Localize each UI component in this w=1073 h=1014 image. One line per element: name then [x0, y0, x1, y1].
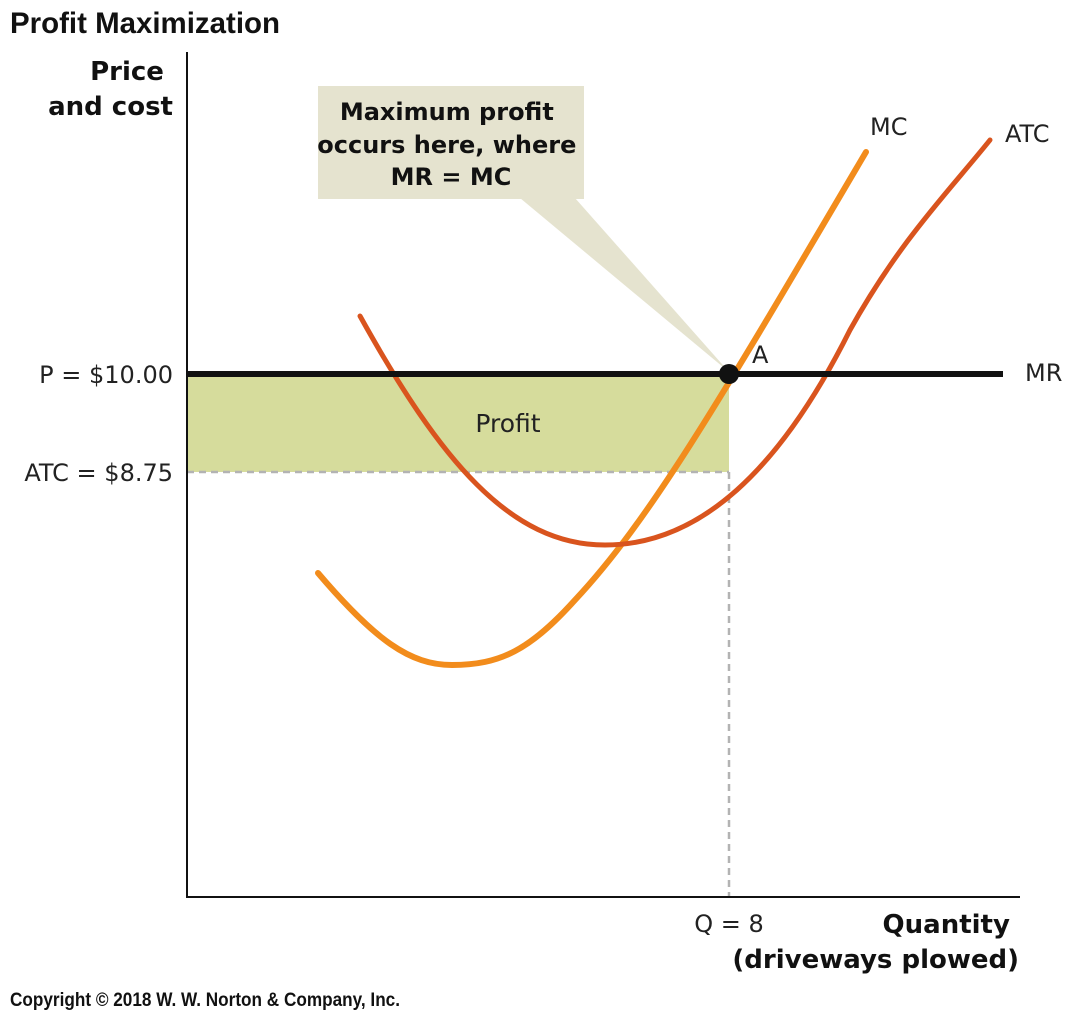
quantity-tick-label: Q = 8 — [694, 910, 764, 938]
profit-label: Profit — [475, 409, 540, 438]
callout-line3: MR = MC — [391, 163, 512, 191]
point-a-marker — [719, 364, 739, 384]
callout-pointer — [520, 198, 729, 372]
atc-tick-label: ATC = $8.75 — [24, 459, 173, 487]
point-a-label: A — [752, 341, 769, 369]
copyright-text: Copyright © 2018 W. W. Norton & Company,… — [10, 990, 400, 1011]
x-axis-label-line2: (driveways plowed) — [732, 945, 1019, 975]
price-tick-label: P = $10.00 — [39, 361, 173, 389]
callout-line1: Maximum profit — [340, 98, 554, 126]
y-axis-label-line1: Price — [90, 57, 164, 87]
mc-series-label: MC — [870, 113, 907, 141]
atc-curve — [357, 137, 993, 548]
mr-series-label: MR — [1025, 359, 1062, 387]
profit-area — [188, 374, 729, 472]
atc-series-label: ATC — [1005, 120, 1050, 148]
x-axis-label: Quantity (driveways plowed) — [732, 910, 1019, 975]
callout-text: Maximum profit occurs here, where MR = M… — [317, 98, 584, 191]
y-axis-label-line2: and cost — [48, 92, 173, 122]
x-axis-label-line1: Quantity — [883, 910, 1010, 940]
callout-box — [318, 86, 584, 199]
callout-line2: occurs here, where — [317, 131, 576, 159]
y-axis-label: Price and cost — [48, 57, 173, 122]
chart-title: Profit Maximization — [10, 7, 280, 40]
